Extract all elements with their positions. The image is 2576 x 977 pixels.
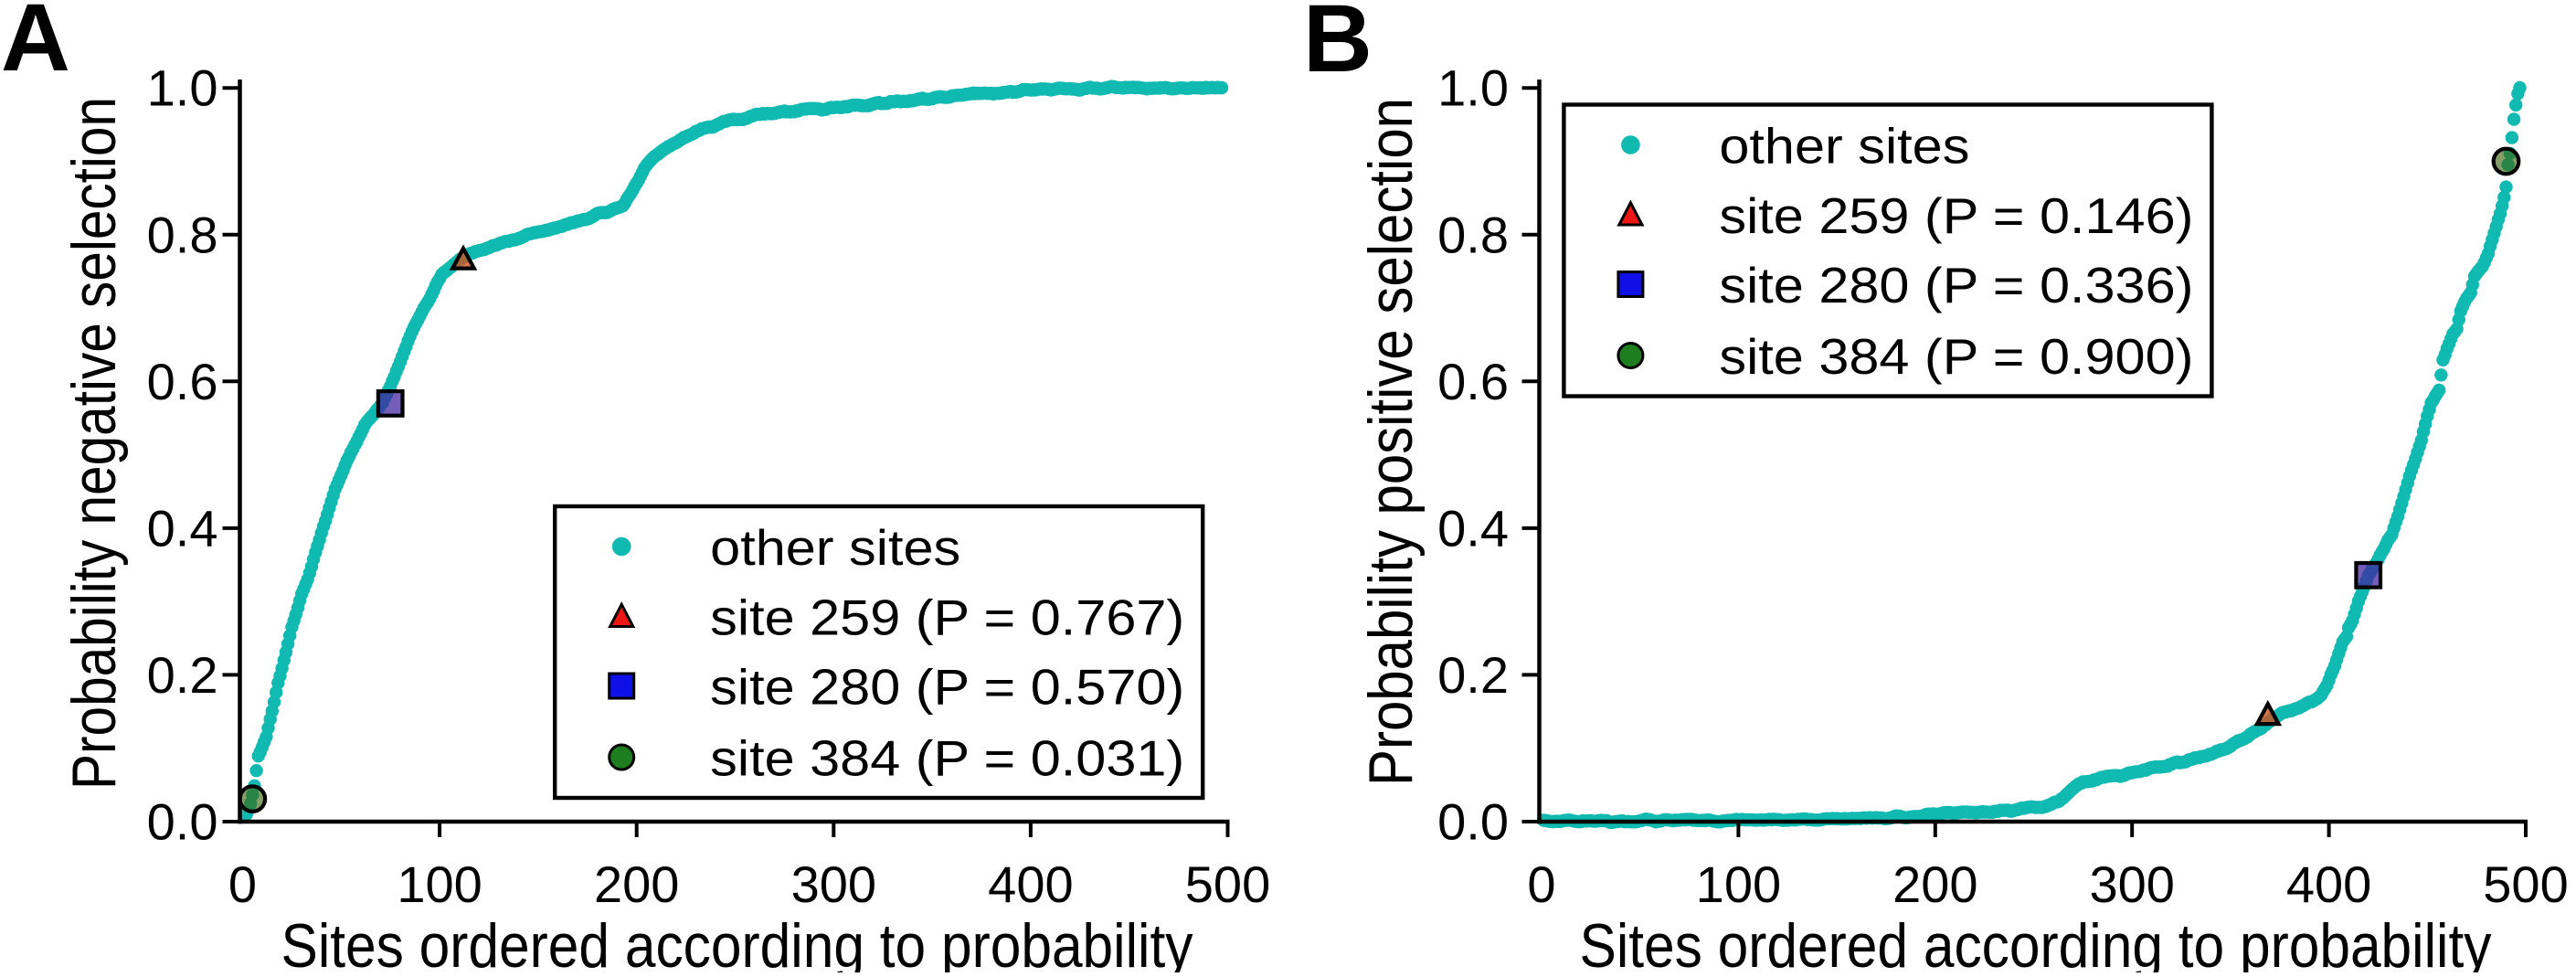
svg-text:0.2: 0.2 bbox=[147, 646, 218, 704]
svg-text:1.0: 1.0 bbox=[1437, 59, 1509, 117]
svg-text:400: 400 bbox=[988, 855, 1073, 913]
svg-text:500: 500 bbox=[1185, 855, 1270, 913]
svg-text:other sites: other sites bbox=[1719, 118, 1969, 175]
svg-text:0.6: 0.6 bbox=[1437, 353, 1509, 410]
svg-text:0.8: 0.8 bbox=[1437, 206, 1509, 263]
svg-text:400: 400 bbox=[2286, 855, 2371, 913]
svg-text:site 280 (P = 0.336): site 280 (P = 0.336) bbox=[1719, 257, 2193, 313]
svg-text:0: 0 bbox=[228, 855, 257, 913]
svg-text:300: 300 bbox=[791, 855, 876, 913]
svg-text:1.0: 1.0 bbox=[147, 59, 218, 117]
svg-text:Sites ordered according to pro: Sites ordered according to probability bbox=[281, 911, 1193, 972]
svg-text:0.0: 0.0 bbox=[1437, 793, 1509, 851]
svg-text:0.8: 0.8 bbox=[147, 206, 218, 263]
svg-text:Probability negative selection: Probability negative selection bbox=[59, 97, 129, 790]
svg-text:0.0: 0.0 bbox=[147, 793, 218, 851]
svg-text:500: 500 bbox=[2483, 855, 2568, 913]
svg-text:Probability positive selection: Probability positive selection bbox=[1356, 98, 1426, 786]
svg-text:0.4: 0.4 bbox=[1437, 499, 1509, 557]
svg-text:100: 100 bbox=[1696, 855, 1781, 913]
svg-text:0.2: 0.2 bbox=[1437, 646, 1509, 704]
svg-text:B: B bbox=[1303, 0, 1373, 92]
svg-text:other sites: other sites bbox=[710, 519, 960, 576]
svg-text:site 259 (P = 0.146): site 259 (P = 0.146) bbox=[1719, 187, 2193, 244]
svg-text:100: 100 bbox=[397, 855, 482, 913]
svg-text:site 259 (P = 0.767): site 259 (P = 0.767) bbox=[710, 589, 1184, 646]
svg-text:200: 200 bbox=[594, 855, 679, 913]
svg-text:0.4: 0.4 bbox=[147, 499, 218, 557]
svg-text:0.6: 0.6 bbox=[147, 353, 218, 410]
svg-text:300: 300 bbox=[2089, 855, 2174, 913]
svg-text:site 384 (P = 0.031): site 384 (P = 0.031) bbox=[710, 730, 1184, 787]
svg-text:A: A bbox=[1, 0, 70, 91]
svg-text:200: 200 bbox=[1892, 855, 1977, 913]
svg-text:site 280 (P = 0.570): site 280 (P = 0.570) bbox=[710, 659, 1184, 716]
svg-text:site 384 (P = 0.900): site 384 (P = 0.900) bbox=[1719, 328, 2193, 385]
svg-text:Sites ordered according to pro: Sites ordered according to probability bbox=[1580, 911, 2492, 972]
svg-text:0: 0 bbox=[1527, 855, 1555, 913]
